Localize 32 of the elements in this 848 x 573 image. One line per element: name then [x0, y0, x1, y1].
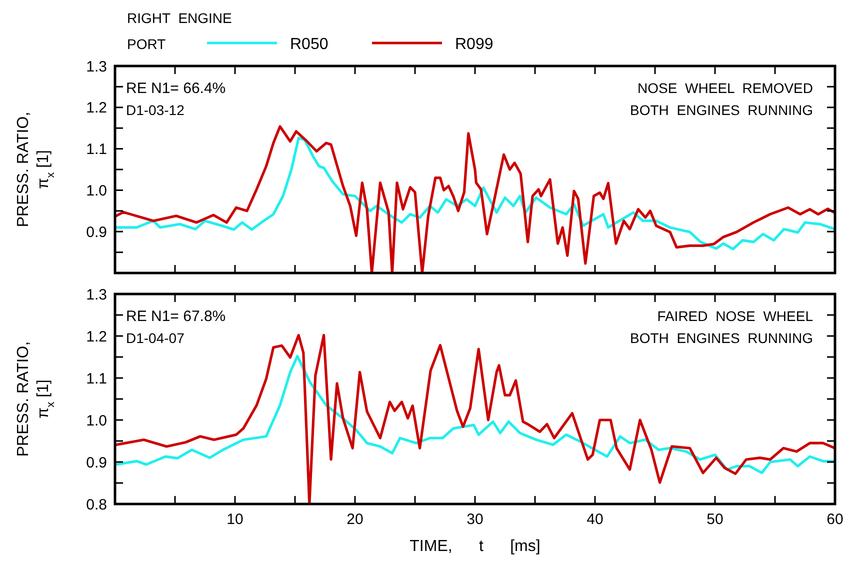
annotation: BOTH ENGINES RUNNING [630, 102, 813, 118]
line-series [115, 125, 835, 273]
annotation: RE N1= 67.8% [126, 308, 226, 325]
y-tick-label: 0.9 [86, 224, 107, 241]
annotation: NOSE WHEEL REMOVED [637, 80, 813, 96]
line-series [115, 334, 835, 504]
y-tick-label: 1.1 [86, 141, 107, 158]
x-tick-label: 60 [826, 511, 844, 528]
legend-title: RIGHT ENGINE PORT [127, 10, 232, 52]
annotation: BOTH ENGINES RUNNING [630, 330, 813, 346]
annotation: FAIRED NOSE WHEEL [657, 308, 814, 324]
y-tick-label: 1.0 [86, 182, 107, 200]
annotation: D1-03-12 [126, 102, 185, 118]
annotation: RE N1= 66.4% [126, 80, 226, 97]
legend-label: R050 [290, 36, 328, 53]
x-tick-label: 40 [586, 511, 604, 528]
x-tick-label: 50 [706, 511, 724, 528]
y-tick-label: 1.3 [86, 286, 107, 304]
x-tick-label: 10 [226, 511, 244, 528]
x-tick-label: 20 [346, 511, 364, 528]
y-tick-label: 1.2 [86, 100, 107, 117]
x-axis-title: TIME, t [ms] [410, 538, 540, 555]
y-tick-label: 1.2 [86, 328, 107, 346]
annotation: D1-04-07 [126, 330, 185, 346]
x-tick-label: 30 [466, 511, 484, 528]
legend-label: R099 [455, 36, 494, 53]
line-series [115, 354, 835, 474]
y-tick-label: 0.8 [86, 496, 107, 514]
y-tick-label: 0.9 [86, 454, 107, 472]
y-tick-label: 1.3 [86, 58, 107, 76]
y-tick-label: 1.1 [86, 370, 107, 388]
y-tick-label: 1.0 [86, 412, 107, 430]
